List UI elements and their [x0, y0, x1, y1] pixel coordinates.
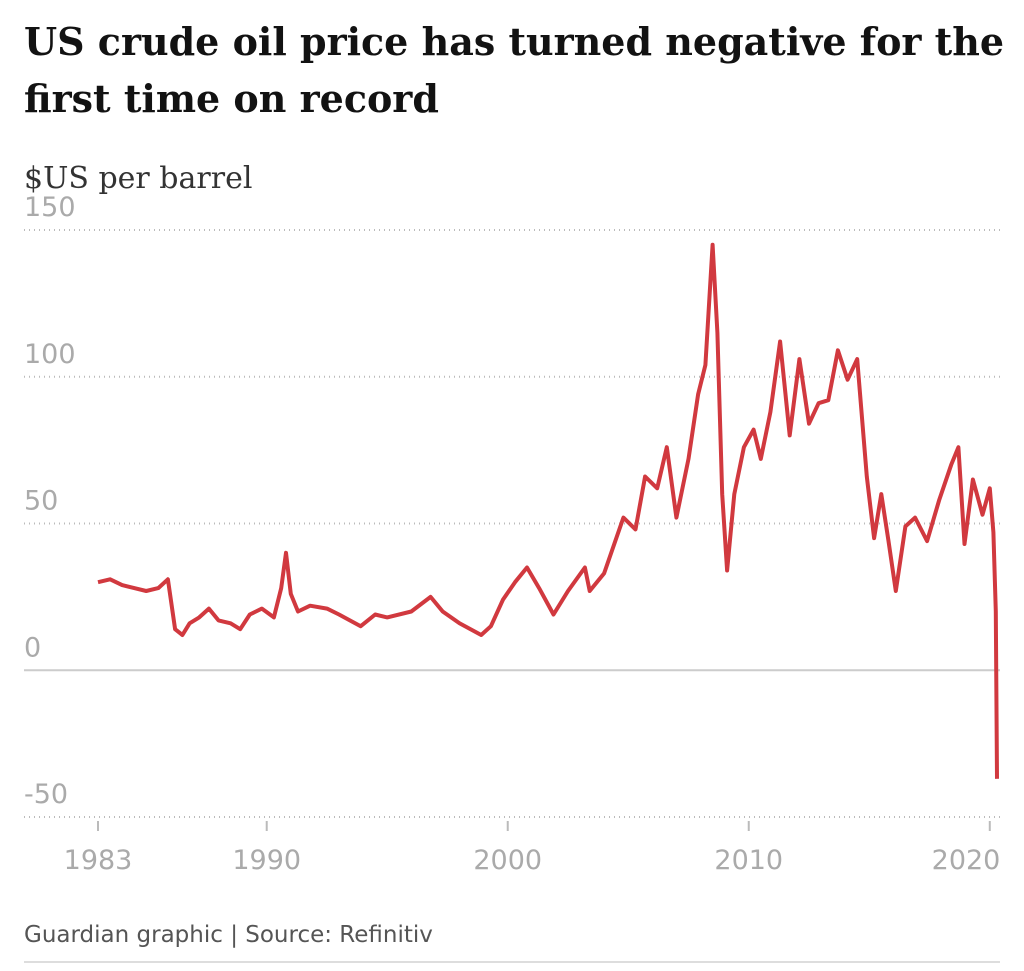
line-series [97, 242, 999, 779]
chart-title: US crude oil price has turned negative f… [24, 19, 1004, 64]
chart-title: first time on record [24, 76, 439, 121]
y-tick-label: 150 [24, 192, 76, 223]
x-tick-label: 2020 [932, 845, 1001, 876]
x-tick-label: 1990 [232, 845, 301, 876]
x-tick-label: 1983 [64, 845, 133, 876]
y-tick-label: -50 [24, 779, 68, 810]
x-tick-label: 2000 [473, 845, 542, 876]
source: Guardian graphic | Source: Refinitiv [24, 922, 433, 948]
y-tick-label: 0 [24, 632, 41, 663]
y-tick-label: 100 [24, 339, 76, 370]
x-tick-label: 2010 [714, 845, 783, 876]
y-tick-label: 50 [24, 486, 58, 517]
axis-unit: $US per barrel [24, 161, 252, 196]
